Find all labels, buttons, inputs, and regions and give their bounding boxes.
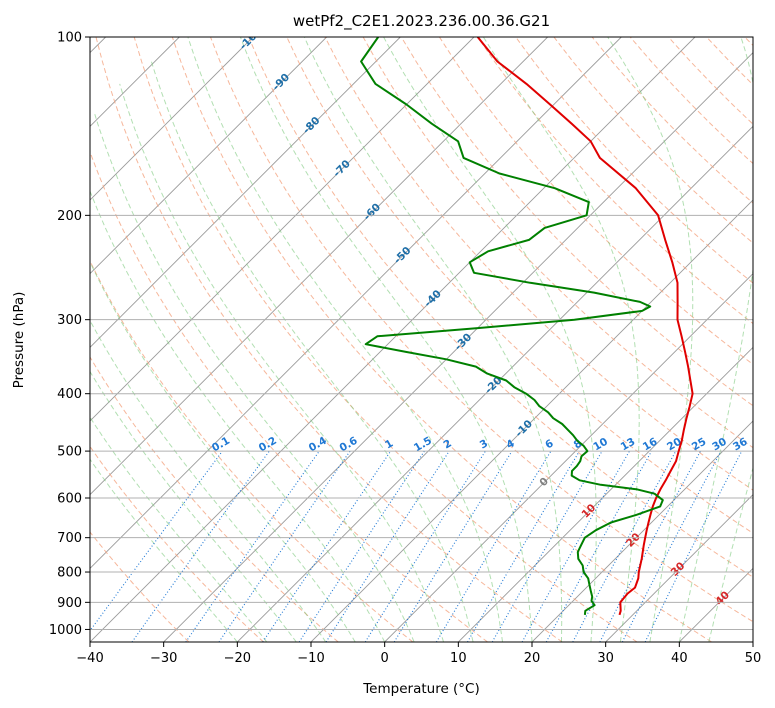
- dry-adiabat: [133, 37, 638, 642]
- y-tick-label: 600: [57, 492, 82, 507]
- y-tick-label: 100: [57, 31, 82, 46]
- x-tick-label: −10: [297, 651, 324, 666]
- mixing-ratio-label: 6: [543, 437, 555, 451]
- isotherm-line: [458, 346, 753, 642]
- mixing-ratio-line: [325, 450, 450, 642]
- x-axis-label: Temperature (°C): [362, 681, 480, 697]
- moist-adiabat: [607, 37, 694, 642]
- x-tick-label: 0: [381, 651, 389, 666]
- x-tick-label: 40: [671, 651, 688, 666]
- y-tick-label: 500: [57, 445, 82, 460]
- moist-adiabat: [90, 319, 327, 642]
- y-axis-label: Pressure (hPa): [11, 292, 27, 389]
- moist-adiabat: [90, 458, 238, 642]
- moist-adiabat: [239, 37, 533, 642]
- isotherm-line: [90, 37, 475, 422]
- mixing-ratio-line: [491, 450, 603, 642]
- x-tick-label: −20: [224, 651, 251, 666]
- mixing-ratio-line: [262, 450, 392, 642]
- dry-adiabat: [90, 531, 190, 642]
- isotherm-line: [310, 199, 753, 642]
- moist-adiabat: [678, 37, 753, 642]
- mixing-ratio-line: [131, 450, 270, 642]
- dry-adiabat: [744, 37, 753, 47]
- mixing-ratio-line: [393, 450, 513, 642]
- x-tick-label: −30: [150, 651, 177, 666]
- isotherm-line: [90, 37, 327, 275]
- moist-adiabat: [94, 114, 415, 642]
- dry-adiabat: [90, 356, 339, 642]
- mixing-ratio-line: [90, 450, 223, 632]
- moist-adiabat: [90, 260, 356, 642]
- dry-adiabat: [210, 37, 753, 623]
- moist-adiabat: [187, 37, 503, 642]
- mixing-ratio-line: [185, 450, 320, 642]
- isotherm-line: [90, 37, 622, 569]
- moist-adiabat: [303, 37, 563, 642]
- x-tick-label: 30: [597, 651, 614, 666]
- chart-title: wetPf2_C2E1.2023.236.00.36.G21: [293, 12, 550, 31]
- dry-adiabat: [362, 37, 753, 449]
- x-tick-label: −40: [76, 651, 103, 666]
- dry-adiabat: [591, 37, 753, 204]
- mixing-ratio-line: [218, 450, 351, 642]
- isotherm-line: [90, 37, 254, 201]
- y-tick-label: 700: [57, 531, 82, 546]
- x-tick-label: 10: [450, 651, 467, 666]
- mixing-ratio-label: 2: [442, 437, 454, 451]
- isotherm-line: [752, 641, 753, 642]
- mixing-ratio-line: [298, 450, 425, 642]
- mixing-ratio-label: 4: [504, 437, 516, 451]
- isotherm-line: [384, 273, 753, 642]
- mixing-ratio-line: [467, 450, 580, 642]
- x-tick-label: 20: [524, 651, 541, 666]
- isotherm-label: -100: [237, 25, 264, 52]
- y-tick-label: 800: [57, 566, 82, 581]
- dewpoint-profile-line: [360, 37, 664, 615]
- dry-adiabat: [90, 259, 414, 642]
- isotherm-line: [90, 37, 696, 642]
- isotherm-line: [90, 37, 401, 348]
- isotherm-line: [237, 125, 753, 642]
- mixing-ratio-line: [599, 450, 701, 642]
- y-tick-label: 300: [57, 313, 82, 328]
- mixing-ratio-line: [644, 450, 743, 642]
- moist-adiabat: [119, 83, 445, 642]
- isotherm-line: [163, 52, 753, 642]
- y-tick-label: 900: [57, 596, 82, 611]
- dry-adiabat: [95, 37, 563, 642]
- mixing-ratio-line: [572, 450, 677, 642]
- mixing-ratio-line: [621, 450, 722, 642]
- moist-adiabat: [482, 37, 640, 642]
- isotherm-line: [531, 420, 753, 642]
- moist-adiabat: [90, 416, 268, 642]
- isotherm-line: [90, 37, 548, 496]
- dry-adiabat: [706, 37, 753, 86]
- moist-adiabat: [90, 370, 297, 642]
- moist-adiabat: [150, 61, 474, 642]
- isotherm-line: [605, 494, 753, 642]
- moist-adiabat: [383, 37, 597, 642]
- dry-adiabat: [668, 37, 753, 125]
- isotherm-line: [679, 567, 753, 642]
- dry-adiabat: [90, 150, 488, 642]
- plot-frame: [89, 36, 754, 643]
- x-tick-label: 50: [745, 651, 762, 666]
- moist-adiabat: [708, 466, 753, 642]
- dry-adiabat: [171, 37, 712, 642]
- temperature-profile-line: [476, 37, 694, 616]
- dry-adiabat: [400, 37, 753, 407]
- dry-adiabat: [90, 445, 264, 642]
- y-tick-label: 400: [57, 387, 82, 402]
- dry-adiabat: [515, 37, 753, 284]
- dry-adiabat: [438, 37, 753, 366]
- y-tick-label: 200: [57, 209, 82, 224]
- mixing-ratio-line: [545, 450, 653, 642]
- y-tick-label: 1000: [49, 623, 82, 638]
- mixing-ratio-label: 1: [383, 437, 395, 451]
